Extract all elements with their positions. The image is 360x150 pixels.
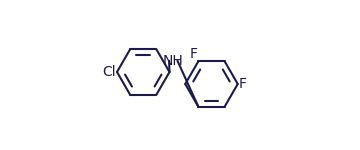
Text: F: F [189, 46, 197, 60]
Text: Cl: Cl [102, 65, 116, 79]
Text: F: F [239, 77, 247, 91]
Text: NH: NH [163, 54, 184, 68]
